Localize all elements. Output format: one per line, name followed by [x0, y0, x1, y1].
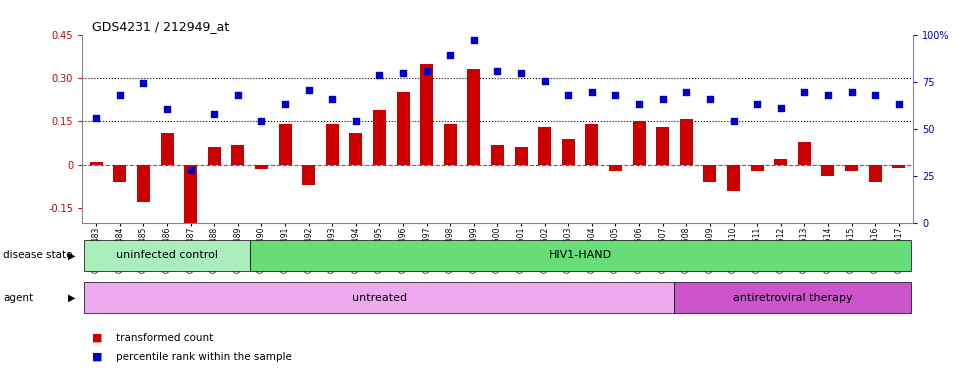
Bar [845, 165, 858, 170]
Point [89, 115, 104, 121]
Bar [751, 165, 763, 170]
Point [419, 68, 435, 74]
Point [725, 118, 741, 124]
Text: ■: ■ [92, 333, 102, 343]
Point [467, 37, 482, 43]
Text: disease state: disease state [3, 250, 72, 260]
Point [608, 92, 623, 98]
Text: ■: ■ [92, 352, 102, 362]
Bar [680, 119, 693, 165]
Bar [137, 165, 150, 202]
Point [513, 70, 528, 76]
Bar [420, 63, 433, 165]
Bar [703, 165, 717, 182]
Bar [326, 124, 339, 165]
Bar [255, 165, 268, 169]
Bar [868, 165, 882, 182]
Bar [774, 159, 787, 165]
Text: percentile rank within the sample: percentile rank within the sample [116, 352, 292, 362]
Text: antiretroviral therapy: antiretroviral therapy [732, 293, 852, 303]
Point [678, 89, 694, 95]
Bar [232, 144, 244, 165]
Point [207, 111, 222, 118]
Point [254, 118, 270, 124]
Bar [538, 127, 552, 165]
Point [867, 92, 883, 98]
Text: agent: agent [3, 293, 33, 303]
Point [230, 92, 245, 98]
Point [490, 68, 505, 74]
Bar [302, 165, 315, 185]
Bar [656, 127, 669, 165]
Point [584, 89, 600, 95]
Point [820, 92, 836, 98]
Text: GDS4231 / 212949_at: GDS4231 / 212949_at [92, 20, 229, 33]
Bar [350, 133, 362, 165]
Bar [515, 147, 527, 165]
Text: uninfected control: uninfected control [116, 250, 218, 260]
Point [183, 167, 198, 173]
Bar [113, 165, 127, 182]
Bar [633, 121, 645, 165]
Bar [397, 93, 410, 165]
Bar [893, 165, 905, 168]
Bar [821, 165, 835, 176]
Bar [727, 165, 740, 191]
Point [560, 92, 576, 98]
Text: untreated: untreated [352, 293, 407, 303]
Point [277, 101, 293, 107]
Bar [373, 110, 386, 165]
Bar [278, 124, 292, 165]
Point [301, 87, 317, 93]
Bar [160, 133, 174, 165]
Text: HIV1-HAND: HIV1-HAND [549, 250, 611, 260]
Bar [90, 162, 102, 165]
Point [112, 92, 128, 98]
Bar [185, 165, 197, 226]
Bar [468, 69, 480, 165]
Point [750, 101, 765, 107]
Point [702, 96, 718, 102]
Point [537, 78, 553, 84]
Point [395, 70, 411, 76]
Point [891, 101, 906, 107]
Bar [491, 144, 504, 165]
Point [632, 101, 647, 107]
Point [159, 106, 175, 112]
Text: ▶: ▶ [68, 250, 75, 260]
Point [136, 80, 152, 86]
Bar [208, 147, 221, 165]
Point [442, 52, 458, 58]
Point [348, 118, 363, 124]
Bar [585, 124, 598, 165]
Point [655, 96, 670, 102]
Text: ▶: ▶ [68, 293, 75, 303]
Bar [798, 142, 810, 165]
Bar [443, 124, 457, 165]
Point [372, 71, 387, 78]
Bar [562, 139, 575, 165]
Bar [609, 165, 622, 170]
Point [325, 96, 340, 102]
Text: transformed count: transformed count [116, 333, 213, 343]
Point [797, 89, 812, 95]
Point [843, 89, 859, 95]
Point [773, 104, 788, 111]
